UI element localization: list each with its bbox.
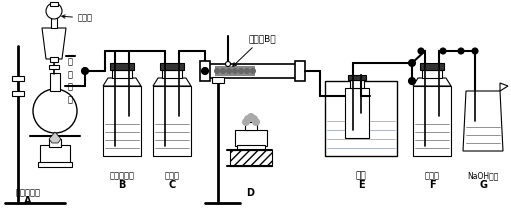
Bar <box>12 91 24 96</box>
Bar <box>49 139 61 147</box>
Circle shape <box>252 118 260 126</box>
Circle shape <box>418 48 424 54</box>
Bar <box>200 61 210 81</box>
Bar <box>40 145 70 163</box>
Circle shape <box>46 3 62 19</box>
Bar <box>154 120 190 155</box>
Polygon shape <box>42 28 66 59</box>
Text: B: B <box>119 180 126 190</box>
Text: 硼粉（B）: 硼粉（B） <box>233 34 275 66</box>
Circle shape <box>220 68 226 74</box>
Circle shape <box>81 68 88 74</box>
Circle shape <box>244 68 250 74</box>
Bar <box>38 162 72 167</box>
Bar <box>103 86 141 156</box>
Circle shape <box>250 68 256 74</box>
Circle shape <box>226 68 232 74</box>
Bar <box>295 61 305 81</box>
Bar <box>325 81 397 156</box>
Bar <box>162 70 182 78</box>
Bar <box>215 66 255 76</box>
Circle shape <box>250 115 258 123</box>
Text: NaOH溶液: NaOH溶液 <box>468 172 499 180</box>
Bar <box>345 88 369 138</box>
Bar <box>245 122 257 130</box>
Polygon shape <box>153 78 191 86</box>
Text: E: E <box>358 180 364 190</box>
Circle shape <box>225 61 230 66</box>
Polygon shape <box>49 132 61 143</box>
Bar <box>212 77 224 83</box>
Bar <box>235 130 267 146</box>
Bar <box>50 57 58 62</box>
Bar <box>51 16 57 28</box>
Circle shape <box>238 68 244 74</box>
Bar <box>12 76 24 81</box>
Polygon shape <box>463 91 503 151</box>
Circle shape <box>247 113 255 121</box>
Bar <box>465 119 501 149</box>
Text: 冰水: 冰水 <box>356 172 366 180</box>
Bar <box>205 64 300 78</box>
Bar <box>160 63 184 70</box>
Bar <box>153 86 191 156</box>
Circle shape <box>201 68 208 74</box>
Circle shape <box>408 77 415 84</box>
Polygon shape <box>103 78 141 86</box>
Bar <box>50 2 58 6</box>
Text: G: G <box>479 180 487 190</box>
Bar <box>414 120 450 155</box>
Text: 饱和食盐水: 饱和食盐水 <box>109 172 134 180</box>
Bar <box>326 113 396 155</box>
Bar <box>104 120 140 155</box>
Bar <box>237 145 265 150</box>
Text: C: C <box>169 180 176 190</box>
Circle shape <box>33 89 77 133</box>
Text: F: F <box>429 180 435 190</box>
Text: 浓盐酸: 浓盐酸 <box>62 14 93 23</box>
Bar <box>420 63 444 70</box>
Bar <box>230 150 272 166</box>
Circle shape <box>408 60 415 66</box>
Text: A: A <box>24 196 32 206</box>
Polygon shape <box>413 78 451 86</box>
Circle shape <box>244 115 252 123</box>
Polygon shape <box>500 83 508 91</box>
Text: 二
氧
化
锰: 二 氧 化 锰 <box>68 58 73 104</box>
Bar <box>348 75 366 80</box>
Text: 浓硫酸: 浓硫酸 <box>165 172 179 180</box>
Bar <box>413 86 451 156</box>
Bar <box>49 65 59 69</box>
Bar <box>350 80 364 88</box>
Circle shape <box>458 48 464 54</box>
Circle shape <box>214 68 220 74</box>
Text: D: D <box>246 188 254 198</box>
Bar <box>112 70 132 78</box>
Circle shape <box>242 118 250 126</box>
Circle shape <box>440 48 446 54</box>
Bar <box>50 73 60 91</box>
Circle shape <box>472 48 478 54</box>
Text: 浓硫酸: 浓硫酸 <box>425 172 439 180</box>
Bar <box>422 70 442 78</box>
Circle shape <box>232 68 238 74</box>
Text: 饱和食盐水: 饱和食盐水 <box>15 188 40 197</box>
Bar <box>110 63 134 70</box>
